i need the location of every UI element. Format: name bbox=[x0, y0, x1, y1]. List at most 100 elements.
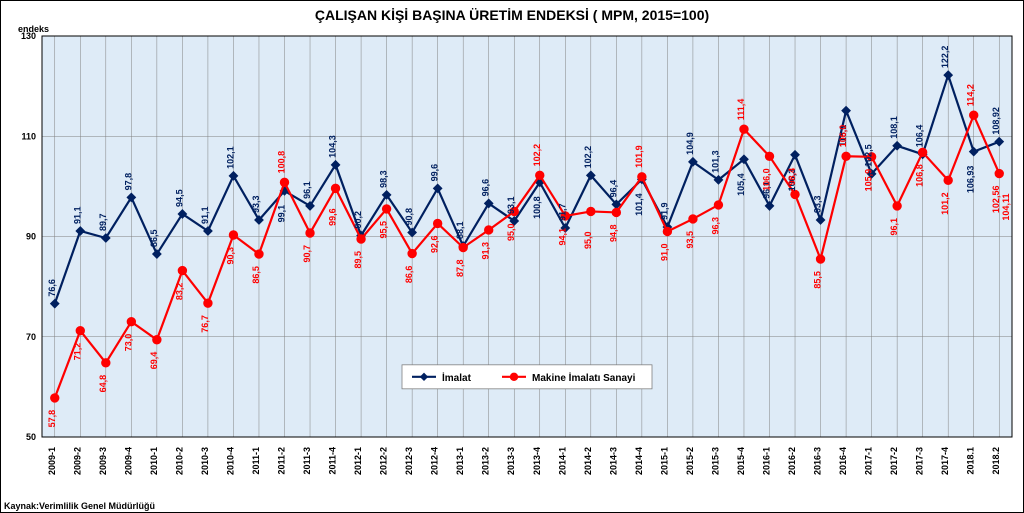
data-label-s1: 94,8 bbox=[608, 224, 618, 242]
data-label-s0: 106,93 bbox=[966, 166, 976, 194]
data-label-s1-extra: 104,11 bbox=[1001, 194, 1011, 221]
x-tick-label: 2016-2 bbox=[787, 447, 797, 475]
x-tick-label: 2015-1 bbox=[659, 447, 669, 475]
y-axis-label: endeks bbox=[18, 24, 49, 34]
x-tick-label: 2016-1 bbox=[762, 447, 772, 475]
x-tick-label: 2015-4 bbox=[736, 447, 746, 475]
marker-circle bbox=[689, 215, 697, 223]
x-tick-label: 2017-3 bbox=[915, 447, 925, 475]
x-tick-label: 2013-2 bbox=[481, 447, 491, 475]
data-label-s1: 86,5 bbox=[251, 266, 261, 284]
y-tick-label: 110 bbox=[21, 131, 36, 141]
marker-circle bbox=[102, 359, 110, 367]
data-label-s1: 57,8 bbox=[47, 410, 57, 428]
marker-circle bbox=[944, 176, 952, 184]
x-tick-label: 2009-4 bbox=[123, 447, 133, 475]
x-tick-label: 2011-4 bbox=[328, 447, 338, 475]
marker-circle bbox=[433, 219, 441, 227]
data-label-s1: 76,7 bbox=[200, 315, 210, 333]
y-tick-label: 70 bbox=[26, 332, 36, 342]
x-tick-label: 2018.2 bbox=[991, 447, 1001, 475]
data-label-s1: 105,9 bbox=[864, 169, 874, 192]
x-tick-label: 2010-4 bbox=[225, 447, 235, 475]
data-label-s0: 88,1 bbox=[455, 221, 465, 239]
data-label-s1: 73,0 bbox=[123, 334, 133, 352]
data-label-s0: 122,2 bbox=[940, 46, 950, 69]
data-label-s0: 90,8 bbox=[404, 208, 414, 226]
y-tick-label: 50 bbox=[26, 432, 36, 442]
data-label-s1: 106,0 bbox=[762, 168, 772, 191]
data-label-s1: 111,4 bbox=[736, 99, 746, 121]
data-label-s1: 101,9 bbox=[634, 145, 644, 168]
data-label-s1: 94,1 bbox=[557, 228, 567, 246]
marker-circle bbox=[382, 205, 390, 213]
x-tick-label: 2017-4 bbox=[940, 447, 950, 475]
data-label-s1: 71,2 bbox=[72, 343, 82, 361]
data-label-s0: 102,1 bbox=[225, 146, 235, 169]
x-tick-label: 2018.1 bbox=[966, 447, 976, 475]
data-label-s0: 104,3 bbox=[328, 135, 338, 158]
x-tick-label: 2012-1 bbox=[353, 447, 363, 475]
x-tick-label: 2012-4 bbox=[430, 447, 440, 475]
data-label-s0: 98,3 bbox=[379, 170, 389, 188]
x-tick-label: 2017-1 bbox=[864, 447, 874, 475]
x-tick-label: 2012-3 bbox=[404, 447, 414, 475]
x-tick-label: 2015-2 bbox=[685, 447, 695, 475]
data-label-s0: 96,1 bbox=[302, 181, 312, 199]
marker-circle bbox=[204, 299, 212, 307]
data-label-s1: 102,56 bbox=[991, 186, 1001, 214]
data-label-s1: 86,6 bbox=[404, 266, 414, 284]
data-label-s0: 93,3 bbox=[251, 195, 261, 213]
x-tick-label: 2012-2 bbox=[379, 447, 389, 475]
legend-label-0: İmalat bbox=[442, 371, 472, 384]
x-tick-label: 2011-2 bbox=[277, 447, 287, 475]
marker-circle bbox=[893, 202, 901, 210]
x-tick-label: 2009-3 bbox=[98, 447, 108, 475]
data-label-s1: 83,2 bbox=[174, 283, 184, 301]
data-label-s0: 101,4 bbox=[634, 193, 644, 216]
data-label-s1: 87,8 bbox=[455, 260, 465, 278]
marker-circle bbox=[280, 178, 288, 186]
marker-circle bbox=[76, 327, 84, 335]
data-label-s1: 95,0 bbox=[583, 231, 593, 249]
data-label-s0: 100,8 bbox=[532, 196, 542, 219]
legend-label-1: Makine İmalatı Sanayi bbox=[532, 371, 636, 384]
x-tick-label: 2015-3 bbox=[710, 447, 720, 475]
data-label-s1: 102,2 bbox=[532, 144, 542, 167]
data-label-s0: 108,92 bbox=[991, 107, 1001, 135]
marker-circle bbox=[587, 207, 595, 215]
marker-circle bbox=[51, 394, 59, 402]
marker-circle bbox=[357, 235, 365, 243]
data-label-s1: 90,3 bbox=[225, 247, 235, 265]
legend-marker-1 bbox=[510, 373, 518, 381]
chart-container: 507090110130ÇALIŞAN KİŞİ BAŞINA ÜRETİM E… bbox=[0, 0, 1024, 513]
data-label-s0: 102,2 bbox=[583, 146, 593, 169]
data-label-s1: 106,0 bbox=[838, 125, 848, 148]
x-tick-label: 2014-3 bbox=[608, 447, 618, 475]
data-label-s1: 95,0 bbox=[506, 223, 516, 241]
data-label-s0: 99,6 bbox=[430, 164, 440, 182]
data-label-s0: 86,5 bbox=[149, 230, 159, 248]
data-label-s0: 91,9 bbox=[659, 202, 669, 220]
data-label-s1: 89,5 bbox=[353, 251, 363, 269]
x-tick-label: 2010-3 bbox=[200, 447, 210, 475]
data-label-s0: 91,7 bbox=[557, 203, 567, 221]
data-label-s0: 76,6 bbox=[47, 279, 57, 297]
x-tick-label: 2014-4 bbox=[634, 447, 644, 475]
data-label-s1: 96,3 bbox=[710, 217, 720, 235]
marker-circle bbox=[459, 243, 467, 251]
x-tick-label: 2013-4 bbox=[532, 447, 542, 475]
marker-circle bbox=[918, 148, 926, 156]
data-label-s0: 102,5 bbox=[864, 144, 874, 167]
data-label-s1: 85,5 bbox=[813, 271, 823, 289]
source-label: Kaynak:Verimlilik Genel Müdürlüğü bbox=[4, 501, 155, 511]
data-label-s0: 90,2 bbox=[353, 211, 363, 229]
y-tick-label: 90 bbox=[26, 232, 36, 242]
x-tick-label: 2016-3 bbox=[813, 447, 823, 475]
data-label-s0: 106,4 bbox=[915, 125, 925, 148]
x-tick-label: 2011-3 bbox=[302, 447, 312, 475]
marker-circle bbox=[995, 169, 1003, 177]
data-label-s0: 91,1 bbox=[200, 206, 210, 224]
marker-circle bbox=[663, 227, 671, 235]
data-label-s0: 93,1 bbox=[506, 196, 516, 214]
